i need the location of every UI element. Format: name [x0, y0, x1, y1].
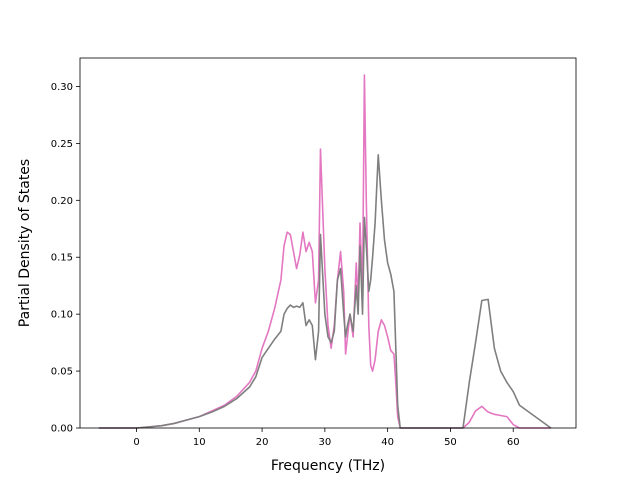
x-axis: 0 10 20 30 40 50 60	[133, 428, 520, 448]
y-tick-label: 0.30	[51, 82, 73, 93]
x-tick-label: 10	[193, 437, 206, 448]
y-tick-label: 0.00	[51, 424, 73, 435]
x-tick-label: 40	[381, 437, 394, 448]
y-tick-label: 0.20	[51, 196, 73, 207]
y-tick-label: 0.15	[51, 253, 73, 264]
y-tick-label: 0.25	[51, 139, 73, 150]
y-tick-label: 0.10	[51, 310, 73, 321]
x-tick-label: 60	[507, 437, 520, 448]
plot-frame	[79, 57, 577, 429]
x-tick-label: 0	[133, 437, 139, 448]
y-axis-label: Partial Density of States	[17, 159, 33, 327]
y-axis: 0.00 0.05 0.10 0.15 0.20 0.25 0.30	[51, 82, 80, 435]
x-tick-label: 50	[444, 437, 457, 448]
x-tick-label: 20	[256, 437, 269, 448]
y-tick-label: 0.05	[51, 367, 73, 378]
x-tick-label: 30	[318, 437, 331, 448]
x-axis-label: Frequency (THz)	[271, 458, 385, 474]
